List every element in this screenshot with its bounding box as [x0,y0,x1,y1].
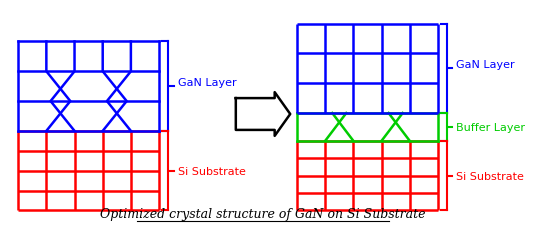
Text: Si Substrate: Si Substrate [456,171,524,181]
Text: Buffer Layer: Buffer Layer [456,122,525,132]
Text: Optimized crystal structure of GaN on Si Substrate: Optimized crystal structure of GaN on Si… [100,207,426,220]
Text: Si Substrate: Si Substrate [178,166,245,176]
Text: GaN Layer: GaN Layer [178,77,236,87]
Text: GaN Layer: GaN Layer [456,60,515,69]
